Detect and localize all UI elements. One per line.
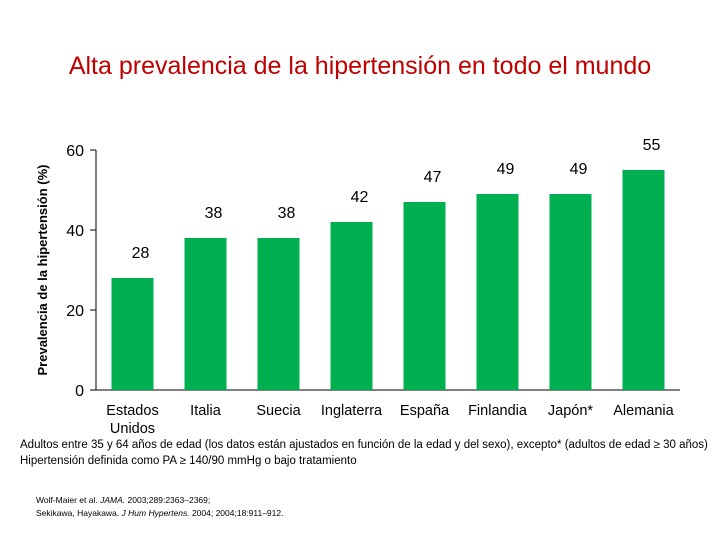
bar xyxy=(112,278,154,390)
bar-value-label: 49 xyxy=(570,161,588,178)
x-tick-label: Alemania xyxy=(613,403,674,419)
y-tick-label: 40 xyxy=(66,223,84,240)
bar xyxy=(477,194,519,390)
bar-value-label: 28 xyxy=(132,245,150,262)
reference-1: Wolf-Maier et al. JAMA. 2003;289:2363–23… xyxy=(36,494,283,507)
y-axis-label: Prevalencia de la hipertensión (%) xyxy=(35,165,50,376)
x-tick-label: Suecia xyxy=(256,403,301,419)
x-tick-label: Estados Unidos xyxy=(106,403,158,437)
note-population: Adultos entre 35 y 64 años de edad (los … xyxy=(20,437,710,453)
bar-chart: Prevalencia de la hipertensión (%) 0 20 40… xyxy=(0,0,720,440)
bar xyxy=(185,238,227,390)
note-definition: Hipertensión definida como PA ≥ 140/90 m… xyxy=(20,453,710,469)
bar-value-label: 38 xyxy=(205,205,223,222)
bar xyxy=(550,194,592,390)
bar-value-label: 49 xyxy=(497,161,515,178)
y-tick-label: 60 xyxy=(66,143,84,160)
bar-value-label: 38 xyxy=(278,205,296,222)
bar-value-label: 42 xyxy=(351,189,369,206)
y-tick-label: 0 xyxy=(75,383,84,400)
reference-2: Sekikawa, Hayakawa. J Hum Hypertens. 200… xyxy=(36,507,283,520)
bar xyxy=(258,238,300,390)
bar xyxy=(331,222,373,390)
bar xyxy=(404,202,446,390)
x-tick-label: Finlandia xyxy=(468,403,528,419)
x-tick-label: Italia xyxy=(190,403,222,419)
x-tick-label: España xyxy=(400,403,450,419)
bar-value-label: 47 xyxy=(424,169,442,186)
references: Wolf-Maier et al. JAMA. 2003;289:2363–23… xyxy=(36,494,283,520)
bar-value-label: 55 xyxy=(643,137,661,154)
x-tick-label: Japón* xyxy=(548,403,594,419)
y-tick-label: 20 xyxy=(66,303,84,320)
bar xyxy=(623,170,665,390)
x-tick-label: Inglaterra xyxy=(321,403,383,419)
